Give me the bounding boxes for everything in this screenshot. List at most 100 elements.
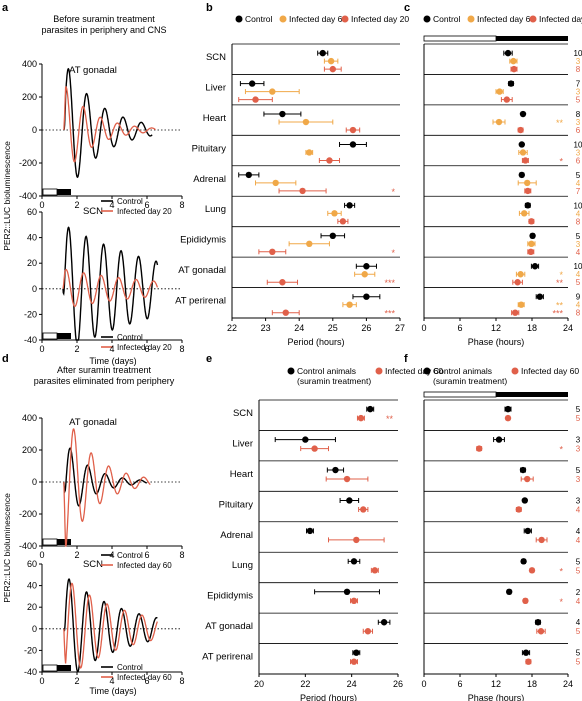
sample-count: 8 bbox=[576, 309, 581, 318]
trace-title: AT gonadal bbox=[69, 417, 117, 428]
e-data-point bbox=[353, 649, 360, 656]
significance-marker: * bbox=[559, 445, 563, 455]
legend-marker bbox=[511, 367, 519, 375]
panel-label-b: b bbox=[206, 2, 213, 14]
b-data-point bbox=[282, 309, 289, 316]
c-data-point bbox=[504, 49, 512, 57]
tissue-label: SCN bbox=[206, 52, 226, 63]
d-top-y-tick-label: 200 bbox=[22, 445, 37, 455]
d-bottom-x-tick-label: 0 bbox=[39, 676, 44, 686]
c-x-tick-label: 6 bbox=[457, 323, 462, 333]
d-top-light-bar bbox=[42, 538, 58, 546]
legend-label: Infected day 60 bbox=[521, 366, 579, 376]
legend-label: Infected day 6 bbox=[289, 14, 343, 24]
e-data-point bbox=[346, 497, 353, 504]
b-data-point bbox=[361, 271, 368, 278]
tissue-label: Lung bbox=[205, 204, 226, 215]
x-axis-label: Period (hours) bbox=[287, 337, 344, 347]
significance-marker: ** bbox=[556, 278, 564, 288]
sample-count: 3 bbox=[576, 118, 581, 127]
significance-marker: *** bbox=[552, 309, 563, 319]
legend-label: Infected day 20 bbox=[351, 14, 409, 24]
e-x-tick-label: 20 bbox=[254, 679, 264, 689]
b-data-point bbox=[272, 179, 279, 187]
c-data-point bbox=[510, 65, 518, 73]
f-data-point bbox=[522, 597, 529, 604]
tissue-label: Liver bbox=[205, 82, 226, 93]
d-top-x-tick-label: 8 bbox=[179, 550, 184, 560]
tissue-label: Adrenal bbox=[193, 174, 226, 185]
e-data-point bbox=[302, 436, 309, 443]
legend-marker bbox=[235, 15, 243, 23]
f-data-point bbox=[538, 536, 545, 544]
panel-heading: Before suramin treatment bbox=[53, 14, 155, 24]
b-x-tick-label: 23 bbox=[261, 323, 271, 333]
a-top-y-tick-label: 400 bbox=[22, 59, 37, 69]
b-data-point bbox=[327, 57, 335, 65]
d-top-y-tick-label: -400 bbox=[19, 541, 37, 551]
b-data-point bbox=[349, 126, 357, 134]
legend-label: Control bbox=[117, 551, 143, 560]
sample-count: 4 bbox=[576, 597, 581, 606]
d-top-x-tick-label: 6 bbox=[144, 550, 149, 560]
legend-label: Infected day 20 bbox=[117, 343, 172, 352]
e-data-point bbox=[350, 597, 358, 604]
sample-count: 9 bbox=[576, 293, 581, 302]
c-data-point bbox=[524, 179, 531, 187]
legend-marker bbox=[529, 15, 537, 23]
b-data-point bbox=[346, 202, 353, 209]
legend-label: Control bbox=[117, 663, 143, 672]
a-top-x-tick-label: 2 bbox=[74, 200, 79, 210]
sample-count: 5 bbox=[576, 405, 581, 414]
sample-count: 5 bbox=[576, 658, 581, 667]
sample-count: 5 bbox=[576, 466, 581, 475]
d-top-x-tick-label: 4 bbox=[109, 550, 114, 560]
d-bottom-x-tick-label: 2 bbox=[74, 676, 79, 686]
a-top-series-line bbox=[63, 86, 156, 163]
c-x-tick-label: 0 bbox=[421, 323, 426, 333]
sample-count: 8 bbox=[576, 217, 581, 226]
sample-count: 7 bbox=[576, 80, 581, 89]
f-data-point bbox=[476, 445, 483, 452]
b-data-point bbox=[329, 65, 336, 73]
a-top-x-tick-label: 0 bbox=[39, 200, 44, 210]
panel-label-f: f bbox=[404, 353, 408, 365]
legend-label: Control bbox=[433, 14, 461, 24]
sample-count: 8 bbox=[576, 65, 581, 74]
b-data-point bbox=[252, 96, 259, 103]
f-x-tick-label: 18 bbox=[527, 679, 537, 689]
e-data-point bbox=[360, 506, 367, 513]
panel-heading: parasites eliminated from periphery bbox=[34, 376, 175, 386]
a-top-y-tick-label: -400 bbox=[19, 191, 37, 201]
a-top-y-tick-label: 0 bbox=[32, 125, 37, 135]
c-data-point bbox=[514, 279, 521, 286]
x-axis-label: Time (days) bbox=[89, 356, 136, 366]
x-axis-label: Period (hours) bbox=[300, 693, 357, 701]
y-axis-label: PER2::LUC bioluminescence bbox=[2, 141, 12, 251]
x-axis-label: Time (days) bbox=[89, 686, 136, 696]
sample-count: 7 bbox=[576, 187, 581, 196]
sample-count: 3 bbox=[576, 436, 581, 445]
tissue-label: AT perirenal bbox=[175, 296, 226, 307]
c-data-point bbox=[528, 218, 535, 225]
b-data-point bbox=[326, 157, 333, 164]
legend-marker bbox=[279, 15, 287, 23]
significance-marker: * bbox=[559, 597, 563, 607]
f-data-point bbox=[515, 506, 522, 513]
sample-count: 4 bbox=[576, 505, 581, 514]
d-bottom-y-tick-label: 60 bbox=[27, 559, 37, 569]
a-top-x-tick-label: 4 bbox=[109, 200, 114, 210]
e-data-point bbox=[350, 558, 358, 565]
sample-count: 4 bbox=[576, 527, 581, 536]
f-data-point bbox=[528, 567, 536, 574]
c-data-point bbox=[521, 210, 528, 217]
e-data-point bbox=[371, 567, 379, 574]
b-data-point bbox=[306, 240, 313, 247]
panel-heading: After suramin treatment bbox=[57, 365, 152, 375]
d-bottom-light-bar bbox=[42, 664, 58, 672]
trace-title: AT gonadal bbox=[69, 65, 117, 76]
legend-marker bbox=[375, 367, 383, 375]
e-x-tick-label: 24 bbox=[347, 679, 357, 689]
c-data-point bbox=[507, 80, 515, 87]
e-data-point bbox=[364, 628, 372, 635]
